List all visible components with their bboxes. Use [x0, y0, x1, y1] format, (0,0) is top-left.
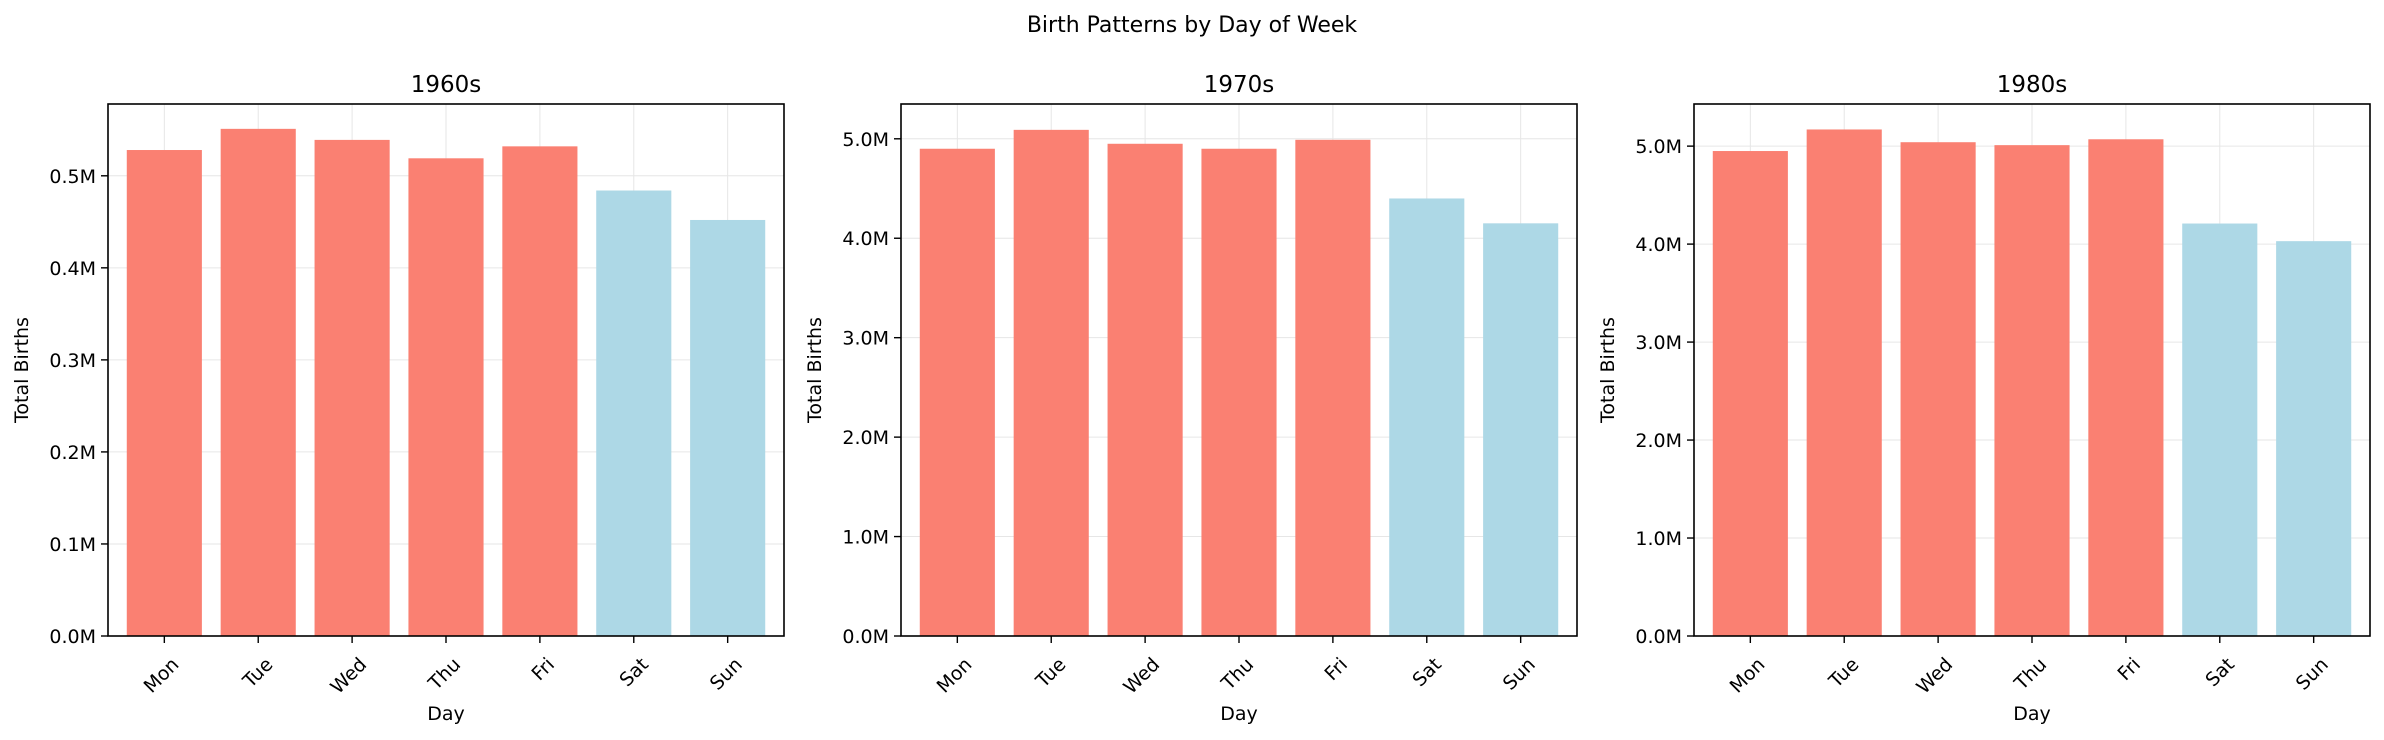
x-axis-label: Day [427, 703, 465, 725]
bar-sat [2182, 223, 2258, 636]
bar-wed [1900, 142, 1976, 636]
bar-fri [502, 146, 578, 636]
x-axis-label: Day [2013, 703, 2051, 725]
bar-thu [1994, 145, 2070, 636]
x-axis-label: Day [1220, 703, 1258, 725]
y-tick-label: 5.0M [1635, 136, 1682, 158]
y-tick-label: 3.0M [842, 328, 889, 350]
bar-sat [1389, 198, 1465, 636]
bar-tue [1013, 129, 1089, 637]
subplot-title: 1970s [1204, 72, 1275, 98]
bar-wed [1107, 143, 1183, 636]
y-tick-label: 2.0M [1635, 430, 1682, 452]
y-axis-label: Total Births [1597, 317, 1619, 424]
bar-mon [1712, 151, 1788, 636]
y-tick-label: 2.0M [842, 427, 889, 449]
bar-tue [220, 128, 296, 637]
y-tick-label: 4.0M [842, 228, 889, 250]
y-tick-label: 0.1M [49, 534, 96, 556]
y-axis-label: Total Births [804, 317, 826, 424]
y-tick-label: 4.0M [1635, 234, 1682, 256]
y-tick-label: 3.0M [1635, 332, 1682, 354]
figure-title: Birth Patterns by Day of Week [1027, 13, 1358, 38]
bar-tue [1806, 129, 1882, 636]
y-tick-label: 0.3M [49, 350, 96, 372]
bar-mon [126, 150, 202, 637]
bar-sat [596, 190, 672, 636]
bar-sun [690, 219, 766, 636]
bar-fri [2088, 139, 2164, 636]
y-tick-label: 0.5M [49, 166, 96, 188]
y-tick-label: 0.2M [49, 442, 96, 464]
y-tick-label: 1.0M [1635, 528, 1682, 550]
y-axis-label: Total Births [11, 317, 33, 424]
y-tick-label: 0.4M [49, 258, 96, 280]
y-tick-label: 0.0M [842, 626, 889, 648]
bar-mon [919, 148, 995, 636]
y-tick-label: 5.0M [842, 129, 889, 151]
bar-thu [1201, 148, 1277, 636]
y-tick-label: 1.0M [842, 527, 889, 549]
bar-wed [314, 139, 390, 637]
bar-fri [1295, 139, 1371, 636]
bar-thu [408, 158, 484, 636]
y-tick-label: 0.0M [49, 626, 96, 648]
subplot-title: 1980s [1997, 72, 2068, 98]
subplot-title: 1960s [411, 72, 482, 98]
bar-sun [2276, 241, 2352, 636]
bar-sun [1483, 223, 1559, 637]
y-tick-label: 0.0M [1635, 626, 1682, 648]
